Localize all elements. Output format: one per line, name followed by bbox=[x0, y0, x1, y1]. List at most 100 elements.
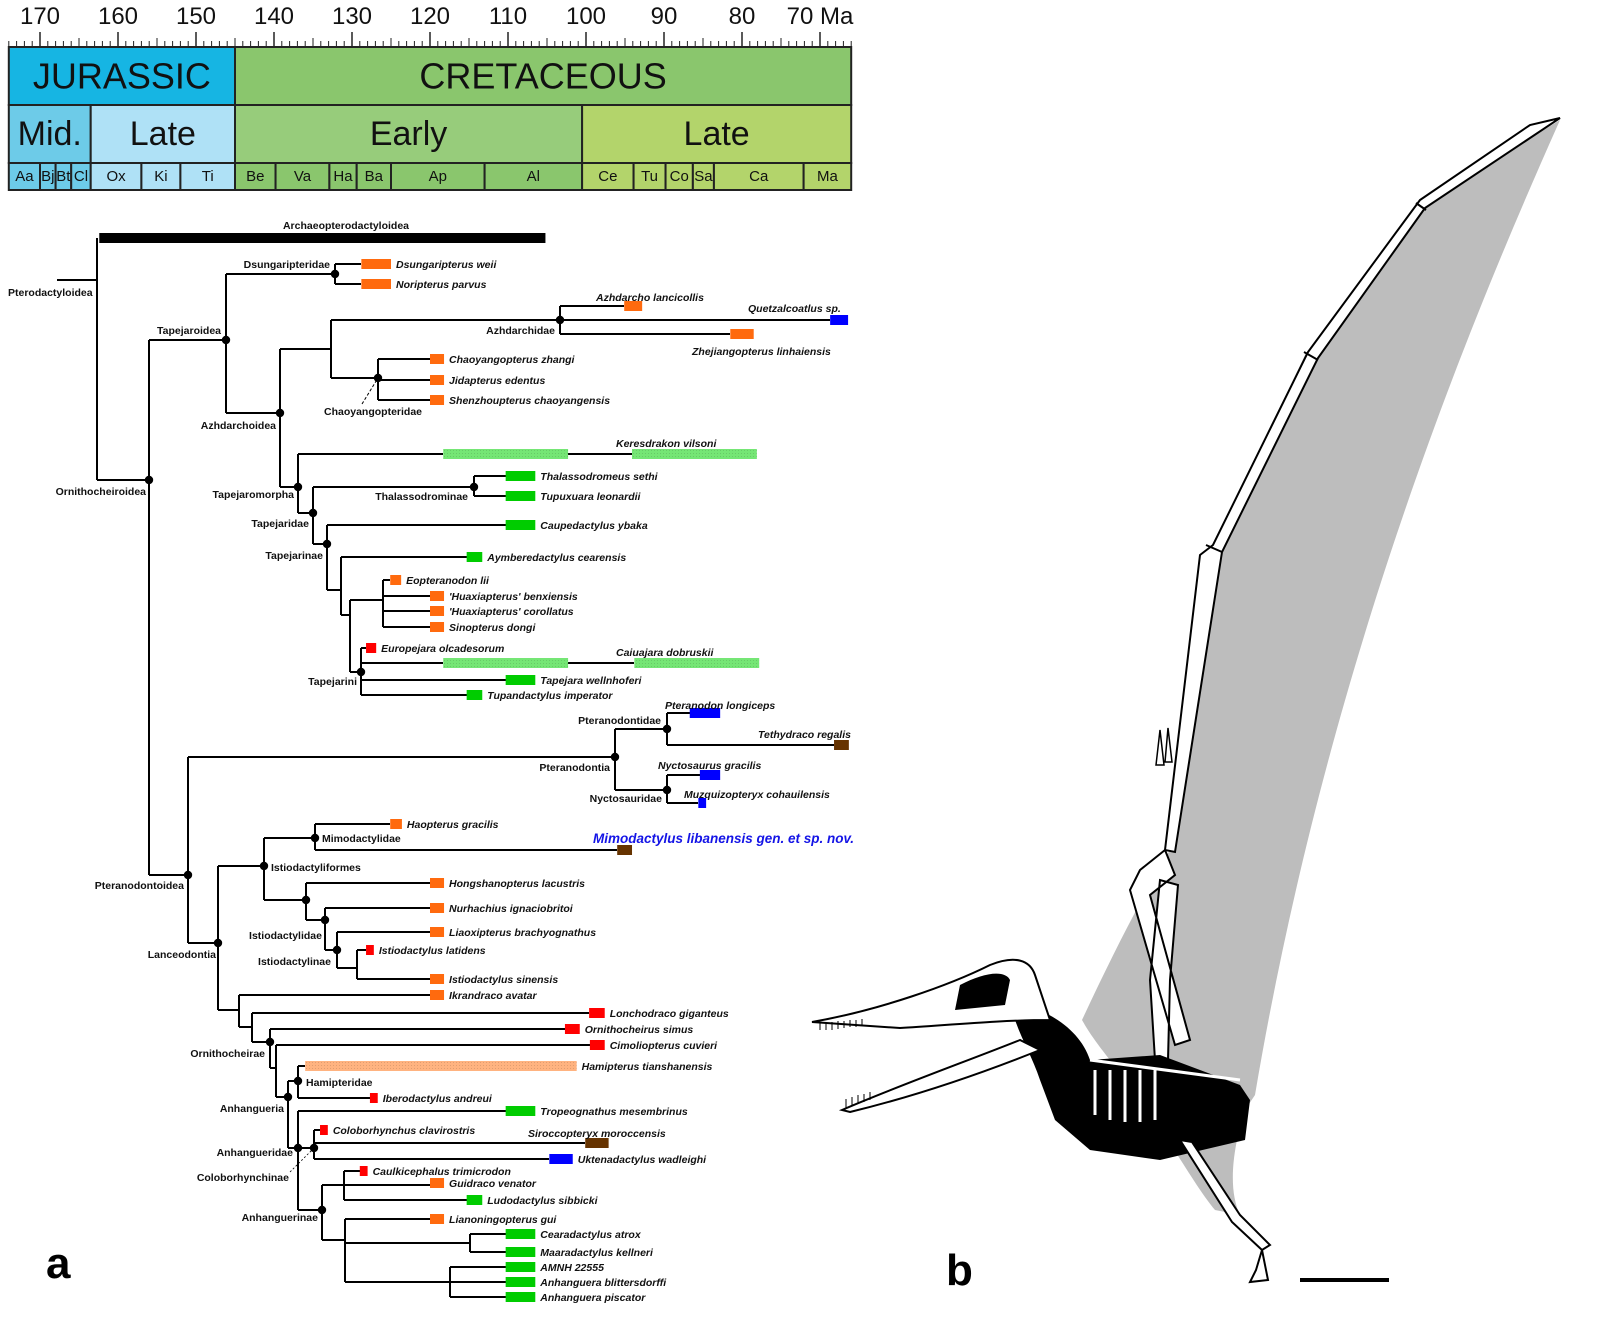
ribs bbox=[1089, 1058, 1241, 1122]
range-bar-zhejiangopterus-linhaiensis bbox=[730, 329, 754, 339]
node-dot bbox=[183, 870, 193, 880]
stage-box bbox=[89, 162, 143, 191]
taxon-label-ikrandraco-avatar: Ikrandraco avatar bbox=[449, 990, 537, 1002]
body bbox=[1010, 1000, 1250, 1160]
taxon-label-istiodactylus-sinensis: Istiodactylus sinensis bbox=[449, 974, 558, 986]
range-bar-muzquizopteryx-cohauilensis bbox=[698, 798, 707, 808]
stage-box bbox=[179, 162, 236, 191]
range-bar-tropeognathus-mesembrinus bbox=[505, 1106, 536, 1116]
range-bar-huaxiapterus-benxiensis bbox=[430, 591, 445, 601]
range-bar-liaoxipterus-brachyognathus bbox=[430, 927, 445, 937]
range-bar-eopteranodon-lii bbox=[390, 575, 402, 585]
node-markers bbox=[144, 269, 672, 1215]
coloborhynchinae-pointer bbox=[289, 1147, 315, 1173]
taxon-label-keresdrakon-vilsoni: Keresdrakon vilsoni bbox=[616, 438, 717, 450]
range-bar-pteranodon-longiceps bbox=[689, 708, 721, 718]
clade-label-anhanguerinae: Anhanguerinae bbox=[242, 1212, 319, 1224]
clade-label-coloborhynchinae: Coloborhynchinae bbox=[197, 1172, 289, 1184]
range-bar-haopterus-gracilis bbox=[390, 819, 402, 829]
range-bar-guidraco-venator bbox=[430, 1178, 445, 1188]
node-dot bbox=[373, 373, 383, 383]
stage-label: Va bbox=[294, 168, 312, 185]
taxon-label-zhejiangopterus-linhaiensis: Zhejiangopterus linhaiensis bbox=[691, 346, 831, 358]
range-bar-amnh-22555 bbox=[505, 1262, 536, 1272]
clade-label-dsungaripteridae: Dsungaripteridae bbox=[244, 259, 331, 271]
stage-box bbox=[140, 162, 182, 191]
taxon-label-chaoyangopterus-zhangi: Chaoyangopterus zhangi bbox=[449, 354, 576, 366]
node-dot bbox=[259, 861, 269, 871]
stage-label: Ha bbox=[333, 168, 353, 185]
range-bar-chaoyangopterus-zhangi bbox=[430, 354, 445, 364]
stage-label: Be bbox=[246, 168, 264, 185]
period-box bbox=[7, 46, 236, 106]
taxon-label-siroccopteryx-moroccensis: Siroccopteryx moroccensis bbox=[528, 1128, 666, 1140]
stage-box bbox=[328, 162, 358, 191]
taxon-label-nurhachius-ignaciobritoi: Nurhachius ignaciobritoi bbox=[449, 903, 574, 915]
clade-label-anhangueria: Anhangueria bbox=[220, 1103, 284, 1115]
wing-membrane bbox=[1082, 120, 1560, 1215]
timescale-tick-label: 160 bbox=[98, 3, 138, 30]
taxon-label-sinopterus-dongi: Sinopterus dongi bbox=[449, 622, 536, 634]
node-dot bbox=[310, 833, 320, 843]
epoch-label: Mid. bbox=[18, 115, 82, 153]
range-bar-caulkicephalus-trimicrodon bbox=[359, 1166, 368, 1176]
taxon-label-anhanguera-blittersdorffi: Anhanguera blittersdorffi bbox=[539, 1277, 667, 1289]
node-dot bbox=[275, 408, 285, 418]
node-dot bbox=[356, 667, 366, 677]
skull-openings bbox=[955, 973, 1010, 1010]
skull bbox=[811, 958, 1052, 1030]
range-bar-hongshanopterus-lacustris bbox=[430, 878, 445, 888]
panel-label-a: a bbox=[46, 1239, 71, 1288]
range-bar-texture bbox=[443, 658, 569, 668]
stage-label: Ki bbox=[154, 168, 167, 185]
timescale-tick-label: 170 bbox=[20, 3, 60, 30]
period-box bbox=[234, 46, 853, 106]
taxon-label-shenzhoupterus-chaoyangensis: Shenzhoupterus chaoyangensis bbox=[449, 395, 610, 407]
range-bar-tethydraco-regalis bbox=[834, 740, 849, 750]
range-bar-anhanguera-piscator bbox=[505, 1292, 536, 1302]
taxon-label-haopterus-gracilis: Haopterus gracilis bbox=[407, 819, 499, 831]
node-dot bbox=[330, 269, 340, 279]
range-bar-anhanguera-blittersdorffi bbox=[505, 1277, 536, 1287]
clade-label-mimodactylidae: Mimodactylidae bbox=[322, 833, 401, 845]
epoch-label: Late bbox=[684, 115, 750, 153]
clade-label-lanceodontia: Lanceodontia bbox=[148, 949, 216, 961]
taxon-label-tapejara-wellnhoferi: Tapejara wellnhoferi bbox=[540, 675, 642, 687]
taxon-label-pteranodon-longiceps: Pteranodon longiceps bbox=[665, 700, 775, 712]
range-bar-quetzalcoatlus-sp bbox=[830, 315, 849, 325]
clade-label-ornithocheiroidea: Ornithocheiroidea bbox=[56, 486, 147, 498]
stage-label: Ap bbox=[429, 168, 447, 185]
range-bar-texture bbox=[443, 449, 569, 459]
clade-label-nyctosauridae: Nyctosauridae bbox=[590, 793, 663, 805]
taxon-label-coloborhynchus-clavirostris: Coloborhynchus clavirostris bbox=[333, 1125, 476, 1137]
timescale-tick-label: 100 bbox=[566, 3, 606, 30]
range-bar-sinopterus-dongi bbox=[430, 622, 445, 632]
taxon-label-muzquizopteryx-cohauilensis: Muzquizopteryx cohauilensis bbox=[684, 789, 830, 801]
clade-label-pterodactyloidea: Pterodactyloidea bbox=[8, 287, 93, 299]
range-bar-ludodactylus-sibbicki bbox=[466, 1195, 483, 1205]
taxon-label-hongshanopterus-lacustris: Hongshanopterus lacustris bbox=[449, 878, 585, 890]
lower-jaw bbox=[838, 1038, 1043, 1114]
taxon-label-lianoningopterus-gui: Lianoningopterus gui bbox=[449, 1214, 557, 1226]
node-dot bbox=[293, 1076, 303, 1086]
range-bar-ornithocheirus-simus bbox=[564, 1024, 580, 1034]
range-bar-thalassodromeus-sethi bbox=[505, 471, 536, 481]
hand-claws bbox=[1155, 727, 1173, 766]
taxon-label-guidraco-venator: Guidraco venator bbox=[449, 1178, 537, 1190]
chaoyangopteridae-pointer bbox=[361, 377, 379, 405]
range-bar-cimoliopterus-cuvieri bbox=[589, 1040, 605, 1050]
range-bar-noripterus-parvus bbox=[361, 279, 391, 289]
epoch-box bbox=[234, 104, 584, 164]
clade-label-archaeopterodactyloidea: Archaeopterodactyloidea bbox=[283, 220, 409, 232]
node-dot bbox=[320, 915, 330, 925]
node-dot bbox=[322, 539, 332, 549]
timescale-tick-label: 80 bbox=[729, 3, 756, 30]
range-bar-texture bbox=[632, 449, 757, 459]
node-dot bbox=[265, 1037, 275, 1047]
taxon-label-tropeognathus-mesembrinus: Tropeognathus mesembrinus bbox=[540, 1106, 688, 1118]
clade-label-tapejaromorpha: Tapejaromorpha bbox=[213, 489, 295, 501]
geologic-timescale: 170 160 150 140 130 120 110 100 90 80 70 Ma JURASSI… bbox=[7, 3, 854, 191]
clade-label-tapejarini: Tapejarini bbox=[308, 676, 357, 688]
taxon-label-tupuxuara-leonardii: Tupuxuara leonardii bbox=[540, 491, 641, 503]
